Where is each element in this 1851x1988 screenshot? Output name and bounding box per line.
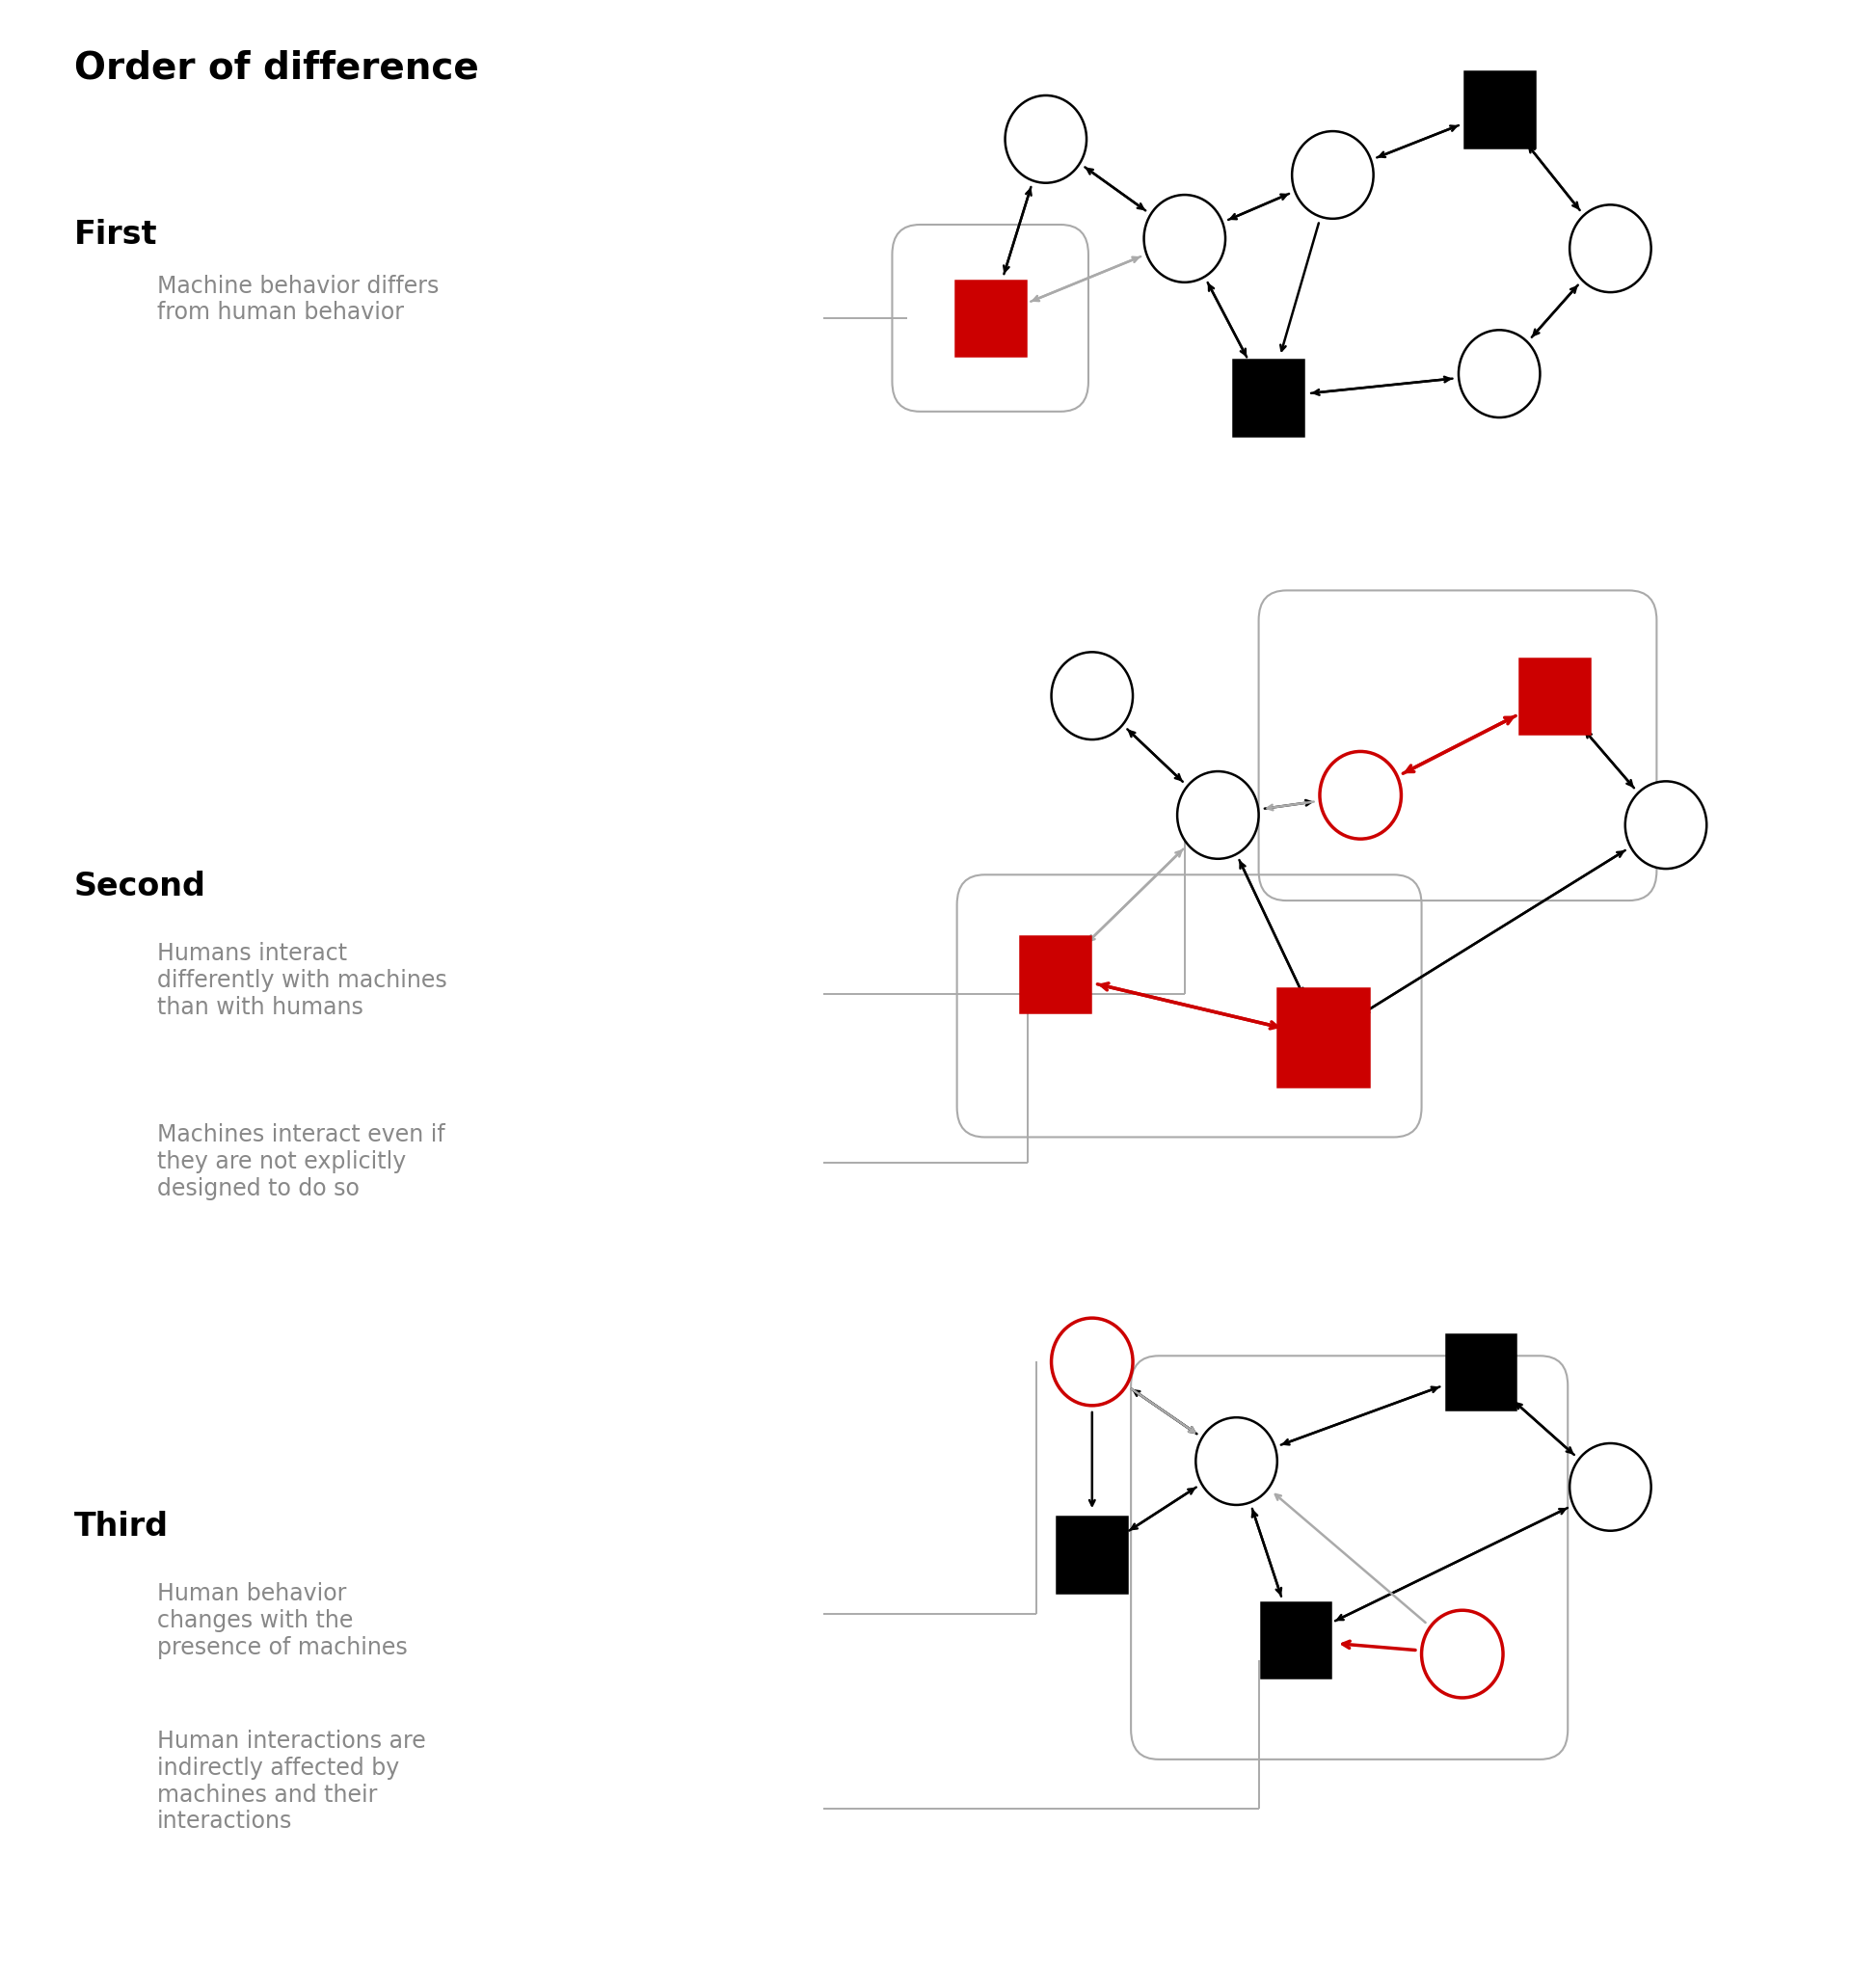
Bar: [955, 280, 1025, 356]
Circle shape: [1570, 1443, 1651, 1531]
Bar: [1520, 658, 1590, 734]
Text: Machines interact even if
they are not explicitly
designed to do so: Machines interact even if they are not e…: [157, 1123, 446, 1201]
Text: First: First: [74, 219, 157, 250]
Text: Machine behavior differs
from human behavior: Machine behavior differs from human beha…: [157, 274, 439, 324]
Text: Third: Third: [74, 1511, 168, 1543]
Circle shape: [1051, 1318, 1133, 1406]
Circle shape: [1570, 205, 1651, 292]
Circle shape: [1177, 771, 1259, 859]
Bar: [1446, 1334, 1516, 1409]
Circle shape: [1144, 195, 1225, 282]
Bar: [1261, 1602, 1331, 1678]
Bar: [1233, 360, 1303, 435]
Bar: [1057, 1517, 1127, 1592]
Text: Human behavior
changes with the
presence of machines: Human behavior changes with the presence…: [157, 1582, 407, 1660]
Bar: [1277, 988, 1370, 1087]
Circle shape: [1422, 1610, 1503, 1698]
Circle shape: [1320, 751, 1401, 839]
Text: Second: Second: [74, 871, 205, 903]
Circle shape: [1459, 330, 1540, 417]
Bar: [1020, 936, 1090, 1012]
Circle shape: [1625, 781, 1707, 869]
Text: Humans interact
differently with machines
than with humans: Humans interact differently with machine…: [157, 942, 448, 1020]
Bar: [1464, 72, 1534, 147]
Text: Human interactions are
indirectly affected by
machines and their
interactions: Human interactions are indirectly affect…: [157, 1730, 426, 1833]
Circle shape: [1196, 1417, 1277, 1505]
Circle shape: [1051, 652, 1133, 740]
Circle shape: [1005, 95, 1087, 183]
Circle shape: [1292, 131, 1373, 219]
Text: Order of difference: Order of difference: [74, 50, 479, 85]
